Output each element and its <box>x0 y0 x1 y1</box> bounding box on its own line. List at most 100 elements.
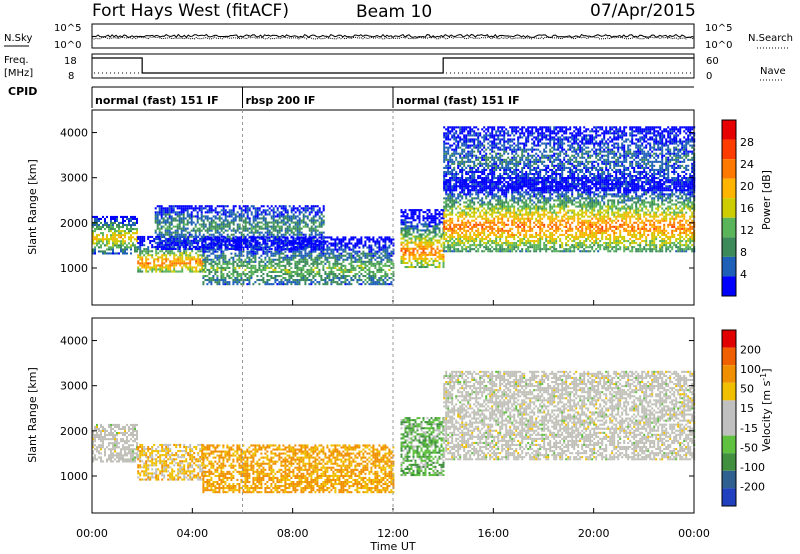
power-cell <box>449 207 452 210</box>
power-cell <box>495 240 498 243</box>
power-cell <box>246 207 249 210</box>
power-cell <box>250 225 253 228</box>
power-cell <box>404 231 407 234</box>
power-cell <box>124 219 126 222</box>
power-cell <box>473 219 476 222</box>
power-cell <box>296 243 299 246</box>
power-cell <box>445 238 448 241</box>
power-cell <box>262 264 265 267</box>
power-cell <box>226 281 229 284</box>
power-cell <box>137 266 140 269</box>
power-cell <box>224 260 227 263</box>
power-cell <box>240 250 243 253</box>
power-cell <box>224 245 227 248</box>
power-cell <box>258 260 261 263</box>
power-cell <box>201 242 204 245</box>
power-cell <box>527 248 530 251</box>
power-cell <box>139 258 142 261</box>
power-cell <box>406 261 409 264</box>
power-cell <box>296 233 299 236</box>
power-cell <box>162 235 165 238</box>
power-cell <box>443 235 446 238</box>
power-cell <box>322 237 325 240</box>
power-cell <box>204 238 207 241</box>
power-cell <box>426 223 429 226</box>
power-cell <box>410 221 413 224</box>
power-cell <box>382 279 385 282</box>
power-cell <box>290 283 293 286</box>
power-cell <box>286 270 289 273</box>
power-cell <box>473 242 476 245</box>
power-cell <box>412 227 415 230</box>
power-cell <box>304 248 307 251</box>
power-cell <box>168 205 171 208</box>
power-cell <box>497 207 500 210</box>
power-cell <box>196 213 199 216</box>
power-cell <box>226 246 229 249</box>
power-cell <box>314 262 317 265</box>
power-cell <box>124 250 126 253</box>
power-cell <box>94 236 96 239</box>
power-cell <box>318 242 321 245</box>
power-cell <box>336 254 339 257</box>
power-cell <box>461 213 464 216</box>
power-cell <box>404 243 407 246</box>
power-cell <box>312 229 315 232</box>
power-cell <box>214 211 217 214</box>
power-cell <box>340 277 343 280</box>
power-cell <box>344 236 347 239</box>
noise-right-tick-bottom: 10^0 <box>705 40 732 51</box>
power-cell <box>306 262 309 265</box>
power-cell <box>434 235 437 238</box>
power-cell <box>185 258 188 261</box>
power-cell <box>467 246 470 249</box>
power-cell <box>183 260 186 263</box>
power-cell <box>479 244 482 247</box>
power-cell <box>159 256 162 259</box>
power-cell <box>443 223 446 226</box>
power-cell <box>174 243 177 246</box>
power-cell <box>204 266 207 269</box>
power-cell <box>316 260 319 263</box>
power-cell <box>320 248 323 251</box>
power-cell <box>270 275 273 278</box>
power-cell <box>141 252 144 255</box>
power-cell <box>358 258 361 261</box>
power-cell <box>258 207 261 210</box>
power-cell <box>143 264 146 267</box>
power-cell <box>378 281 381 284</box>
power-cell <box>380 252 383 255</box>
power-cell <box>280 227 283 230</box>
power-cell <box>193 238 196 241</box>
power-cell <box>296 246 299 249</box>
power-cell <box>238 238 241 241</box>
power-cell <box>310 236 313 239</box>
power-cell <box>420 257 423 260</box>
power-cell <box>378 246 381 249</box>
power-cell <box>515 201 518 204</box>
power-cell <box>455 183 458 186</box>
power-cell <box>386 258 389 261</box>
power-cell <box>334 238 337 241</box>
power-cell <box>318 252 321 255</box>
power-cell <box>296 223 299 226</box>
power-cell <box>440 209 443 212</box>
power-cell <box>218 244 221 247</box>
power-cell <box>286 279 289 282</box>
power-cell <box>290 242 293 245</box>
power-cell <box>252 225 255 228</box>
power-cell <box>324 283 327 286</box>
power-cell <box>310 273 313 276</box>
power-cell <box>294 273 297 276</box>
power-cell <box>236 229 239 232</box>
power-cell <box>443 238 446 241</box>
power-cell <box>350 283 353 286</box>
power-cell <box>469 203 472 206</box>
power-cell <box>178 227 181 230</box>
power-cell <box>326 266 329 269</box>
power-cell <box>308 211 311 214</box>
power-cell <box>112 236 114 239</box>
power-cell <box>284 266 287 269</box>
power-cell <box>400 261 403 264</box>
power-cell <box>264 246 267 249</box>
